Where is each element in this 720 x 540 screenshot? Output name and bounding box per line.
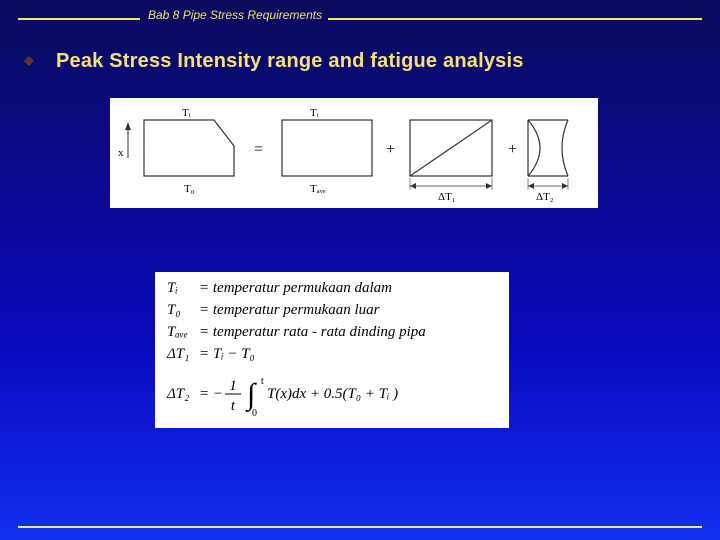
chapter-title: Bab 8 Pipe Stress Requirements xyxy=(148,8,322,22)
eq-int-integrand: T(x)dx + 0.5(T₀ + Tᵢ ) xyxy=(267,386,398,402)
diamond-bullet-icon xyxy=(24,56,34,66)
eq-row-1-lhs: T₀ xyxy=(167,302,181,318)
x-axis-label: x xyxy=(118,147,124,159)
eq-row-2-rhs: = temperatur rata - rata dinding pipa xyxy=(199,324,426,340)
panel-average: Tᵢ Tₐᵥₑ xyxy=(282,107,372,195)
eq-row-1-rhs: = temperatur permukaan luar xyxy=(199,302,380,318)
header-bar: Bab 8 Pipe Stress Requirements xyxy=(0,8,720,34)
equals-operator: = xyxy=(254,141,263,158)
eq-int-prefix: = − xyxy=(199,386,223,402)
equations-block: Tᵢ = temperatur permukaan dalam T₀ = tem… xyxy=(155,272,509,428)
section-title: Peak Stress Intensity range and fatigue … xyxy=(56,50,524,73)
eq-row-2-lhs: Tₐᵥₑ xyxy=(167,324,188,340)
panel-full-profile: x Tᵢ T₀ xyxy=(118,107,234,195)
plus-operator-1: + xyxy=(386,141,395,158)
panel-linear-delta: ΔT₁ xyxy=(410,120,492,203)
eq-row-3-lhs: ΔT₁ xyxy=(166,346,189,362)
eq-int-lhs: ΔT₂ xyxy=(166,386,189,402)
dT1-dim-label: ΔT₁ xyxy=(438,191,456,203)
eq-row-3-rhs: = Tᵢ − T₀ xyxy=(199,346,255,362)
Ti-label-avg-top: Tᵢ xyxy=(310,107,319,119)
equations-svg: Tᵢ = temperatur permukaan dalam T₀ = tem… xyxy=(155,272,509,428)
diagram-svg: x Tᵢ T₀ = Tᵢ Tₐᵥₑ + ΔT₁ + xyxy=(110,98,598,208)
panel-nonlinear-delta: ΔT₂ xyxy=(528,120,568,203)
eq-row-0-rhs: = temperatur permukaan dalam xyxy=(199,280,392,296)
eq-int-upper: t xyxy=(261,376,264,387)
Ti-label-top: Tᵢ xyxy=(182,107,191,119)
plus-operator-2: + xyxy=(508,141,517,158)
footer-rule xyxy=(18,526,702,528)
eq-int-frac-num: 1 xyxy=(229,378,237,394)
To-label-bottom: T₀ xyxy=(184,183,195,195)
header-rule-left xyxy=(18,18,140,20)
header-rule-right xyxy=(328,18,702,20)
eq-int-frac-den: t xyxy=(231,398,236,414)
stress-decomposition-diagram: x Tᵢ T₀ = Tᵢ Tₐᵥₑ + ΔT₁ + xyxy=(110,98,598,208)
eq-row-0-lhs: Tᵢ xyxy=(167,280,178,296)
eq-int-lower: 0 xyxy=(252,408,257,419)
dT2-dim-label: ΔT₂ xyxy=(536,191,554,203)
Tave-label-bottom: Tₐᵥₑ xyxy=(310,183,326,195)
